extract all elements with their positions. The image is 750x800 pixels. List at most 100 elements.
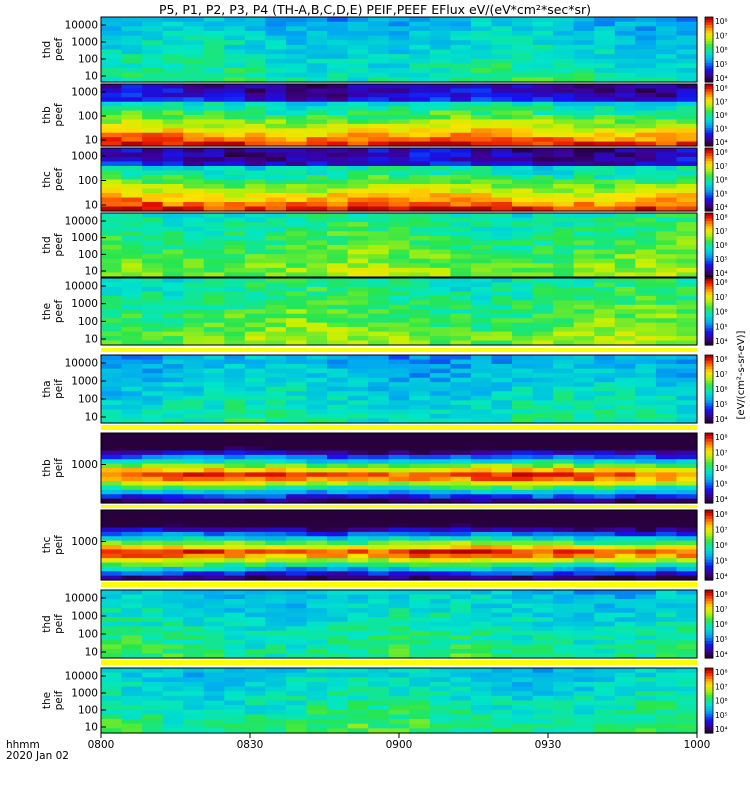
heatmap-cell <box>614 635 636 641</box>
heatmap-cell <box>162 621 184 627</box>
heatmap-cell <box>368 382 390 388</box>
heatmap-cell <box>635 454 657 460</box>
heatmap-cell <box>224 558 246 564</box>
heatmap-cell <box>183 566 205 572</box>
heatmap-cell <box>224 309 246 315</box>
heatmap-cell <box>553 258 575 264</box>
heatmap-cell <box>183 695 205 702</box>
heatmap-cell <box>368 648 390 655</box>
heatmap-cell <box>429 481 451 487</box>
heatmap-cell <box>573 359 595 365</box>
heatmap-cell <box>224 481 246 487</box>
heatmap-cell <box>244 489 267 495</box>
heatmap-cell <box>203 245 225 251</box>
heatmap-cell <box>594 386 616 392</box>
colorbar-tick-label: 10⁴ <box>715 495 728 504</box>
colorbar-step <box>705 54 713 59</box>
heatmap-cell <box>553 404 575 410</box>
heatmap-cell <box>614 571 636 577</box>
colorbar-step <box>705 112 713 116</box>
heatmap-cell <box>368 272 390 278</box>
heatmap-cell <box>306 571 328 577</box>
heatmap-cell <box>594 40 616 46</box>
heatmap-cell <box>306 359 328 365</box>
heatmap-cell <box>594 409 616 415</box>
heatmap-cell <box>265 463 287 469</box>
heatmap-cell <box>655 621 678 627</box>
colorbar-step <box>705 689 713 693</box>
heatmap-cell <box>306 612 328 618</box>
colorbar-step <box>705 200 713 204</box>
heatmap-cell <box>470 454 493 460</box>
y-tick-label: 1000 <box>71 688 98 700</box>
panel-frame <box>100 83 698 147</box>
heatmap-cell <box>614 536 636 542</box>
heatmap-cell <box>265 531 287 537</box>
heatmap-cell <box>265 313 287 319</box>
heatmap-cell <box>491 88 513 94</box>
heatmap-cell <box>573 77 595 83</box>
heatmap-cell <box>491 267 513 274</box>
heatmap-cell <box>368 510 390 515</box>
heatmap-cell <box>327 608 349 614</box>
heatmap-cell <box>306 472 328 478</box>
heatmap-cell <box>224 179 246 185</box>
heatmap-cell <box>285 148 308 154</box>
heatmap-cell <box>101 278 123 284</box>
heatmap-cell <box>121 72 143 78</box>
heatmap-cell <box>327 485 349 491</box>
heatmap-cell <box>491 446 513 452</box>
colorbar-step <box>705 46 713 51</box>
heatmap-cell <box>142 463 164 469</box>
heatmap-cell <box>285 510 308 515</box>
heatmap-cell <box>101 88 123 94</box>
heatmap-cell <box>450 672 472 678</box>
heatmap-cell <box>285 300 308 306</box>
heatmap-cell <box>347 531 369 537</box>
heatmap-cell <box>655 245 678 251</box>
heatmap-cell <box>101 119 123 125</box>
heatmap-cell <box>470 202 493 208</box>
heatmap-cell <box>203 617 225 623</box>
colorbar-tick-label: 10⁴ <box>715 572 728 581</box>
heatmap-cell <box>635 404 657 410</box>
heatmap-cell <box>368 359 390 365</box>
heatmap-cell <box>573 249 595 255</box>
heatmap-cell <box>183 594 205 600</box>
heatmap-cell <box>142 49 164 55</box>
heatmap-cell <box>244 404 267 410</box>
heatmap-cell <box>142 54 164 60</box>
heatmap-cell <box>470 391 493 397</box>
heatmap-cell <box>306 714 328 720</box>
heatmap-cell <box>470 77 493 83</box>
heatmap-cell <box>142 454 164 460</box>
heatmap-cell <box>121 97 143 103</box>
heatmap-cell <box>142 514 164 520</box>
heatmap-cell <box>162 400 184 406</box>
heatmap-cell <box>285 132 308 138</box>
heatmap-cell <box>491 101 513 107</box>
heatmap-cell <box>409 336 431 342</box>
heatmap-cell <box>512 719 534 725</box>
heatmap-cell <box>450 254 472 260</box>
heatmap-cell <box>491 322 513 328</box>
heatmap-cell <box>368 58 390 65</box>
heatmap-cell <box>655 291 678 297</box>
heatmap-cell <box>614 549 636 555</box>
heatmap-cell <box>265 340 287 346</box>
heatmap-cell <box>162 386 184 392</box>
heatmap-cell <box>614 728 636 734</box>
heatmap-cell <box>183 267 205 274</box>
heatmap-cell <box>573 728 595 734</box>
heatmap-cell <box>450 161 472 167</box>
heatmap-cell <box>614 373 636 379</box>
heatmap-cell <box>512 202 534 208</box>
heatmap-cell <box>162 313 184 319</box>
heatmap-cell <box>512 286 534 292</box>
heatmap-cell <box>306 258 328 264</box>
heatmap-cell <box>450 68 472 74</box>
heatmap-cell <box>142 599 164 605</box>
colorbar-tick-label: 10⁷ <box>715 526 728 535</box>
colorbar-step <box>705 73 713 78</box>
